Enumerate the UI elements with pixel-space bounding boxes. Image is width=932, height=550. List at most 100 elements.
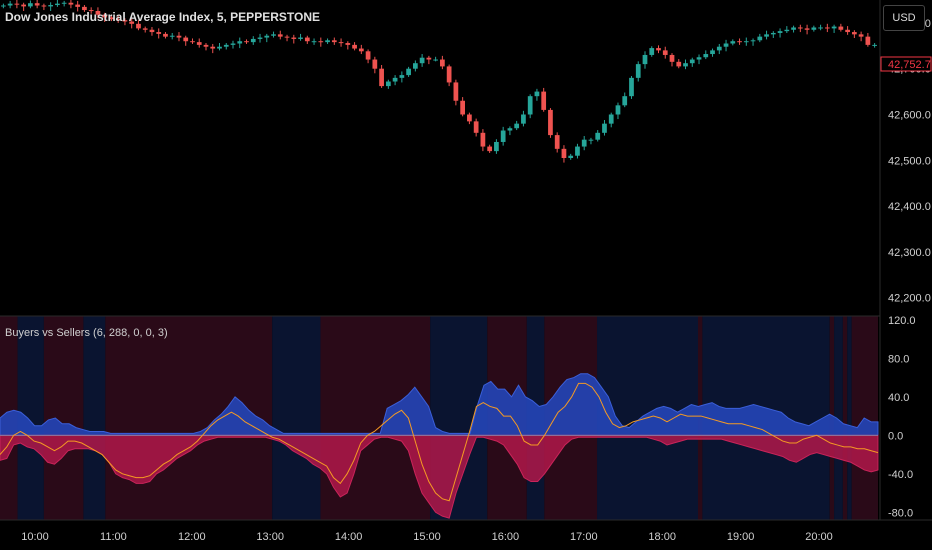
candle-body <box>284 36 290 38</box>
candle-body <box>412 63 418 69</box>
price-tick-label: 42,200.0 <box>888 293 931 305</box>
candle-body <box>426 57 432 60</box>
candle-body <box>689 59 695 64</box>
candle <box>237 37 243 49</box>
candle-body <box>1 5 6 7</box>
time-tick-label: 15:00 <box>413 531 441 543</box>
candle-body <box>608 114 614 124</box>
candle <box>737 38 742 45</box>
candle <box>48 2 54 11</box>
candle <box>818 24 823 31</box>
candle <box>872 43 877 48</box>
candle-body <box>770 32 776 35</box>
candle-body <box>230 43 236 45</box>
candle-body <box>804 28 810 30</box>
candle <box>325 38 330 44</box>
candle-body <box>203 44 209 47</box>
time-axis[interactable]: 10:00 11:00 12:00 13:00 14:00 15:00 16:00 17:00… <box>21 531 833 543</box>
candle-body <box>683 63 688 67</box>
candle <box>68 0 74 9</box>
candle <box>838 23 844 32</box>
indicator-title: Buyers vs Sellers (6, 288, 0, 0, 3) <box>5 327 168 339</box>
candle-body <box>541 91 547 110</box>
candle-body <box>777 31 783 33</box>
indicator-axis[interactable]: 120.0 80.0 40.0 0.0 -40.0 -80.0 <box>888 315 916 519</box>
candle <box>210 43 216 54</box>
candle <box>473 118 479 137</box>
candle-body <box>129 21 135 24</box>
candle-body <box>28 3 33 7</box>
currency-button[interactable]: USD <box>883 5 925 31</box>
candle-body <box>811 27 817 30</box>
candle-body <box>136 23 141 29</box>
candle <box>250 36 256 45</box>
candle-body <box>169 35 175 37</box>
candle <box>244 39 249 44</box>
candle-body <box>68 2 74 5</box>
candle-body <box>649 48 655 55</box>
candle-body <box>723 43 729 47</box>
regime-band <box>842 316 848 520</box>
candle <box>615 102 621 120</box>
candle-body <box>433 59 438 61</box>
candle <box>622 92 628 108</box>
candle <box>683 59 688 70</box>
candle <box>460 97 466 117</box>
candle <box>440 55 445 70</box>
candle <box>494 139 499 154</box>
candle-body <box>7 3 13 6</box>
candle <box>75 0 81 12</box>
candle-body <box>480 132 486 147</box>
candle-body <box>561 148 567 158</box>
sellers-area <box>0 434 879 519</box>
candle <box>865 32 871 47</box>
candle <box>521 110 526 127</box>
candle <box>163 32 168 39</box>
candle <box>629 76 634 99</box>
candle <box>534 88 540 101</box>
candle <box>750 38 756 46</box>
indicator-tick-label: 0.0 <box>888 430 903 442</box>
indicator-tick-label: 80.0 <box>888 353 909 365</box>
candle-body <box>88 10 94 12</box>
candle <box>824 23 830 33</box>
candle-body <box>244 41 249 43</box>
candle <box>635 61 641 82</box>
candle-body <box>338 42 344 44</box>
candle-body <box>730 41 736 44</box>
time-tick-label: 19:00 <box>727 531 755 543</box>
candle <box>372 56 378 74</box>
candle <box>716 43 722 55</box>
candle-body <box>642 54 648 65</box>
candle <box>588 137 594 145</box>
indicator-tick-label: 120.0 <box>888 315 916 327</box>
candle-body <box>602 123 607 133</box>
candle <box>446 64 452 87</box>
candle <box>338 38 344 47</box>
candle-body <box>311 41 317 43</box>
candle <box>264 33 270 43</box>
candle <box>136 20 141 31</box>
candle <box>561 145 567 163</box>
candle <box>176 32 182 42</box>
candle-body <box>55 3 60 6</box>
candle <box>156 28 162 39</box>
time-tick-label: 12:00 <box>178 531 206 543</box>
candle <box>770 31 776 39</box>
candle <box>257 33 263 43</box>
candle-body <box>446 66 452 83</box>
price-tick-label: 42,400.0 <box>888 201 931 213</box>
candle-body <box>588 139 594 141</box>
candle-body <box>534 91 540 97</box>
candle-body <box>291 37 297 39</box>
candle-body <box>372 59 378 69</box>
candle <box>764 30 769 40</box>
candle <box>95 7 101 19</box>
candle <box>318 37 324 47</box>
time-tick-label: 17:00 <box>570 531 598 543</box>
indicator-tick-label: 40.0 <box>888 392 909 404</box>
candle-body <box>629 77 634 97</box>
candle <box>169 32 175 40</box>
candle <box>406 66 411 77</box>
